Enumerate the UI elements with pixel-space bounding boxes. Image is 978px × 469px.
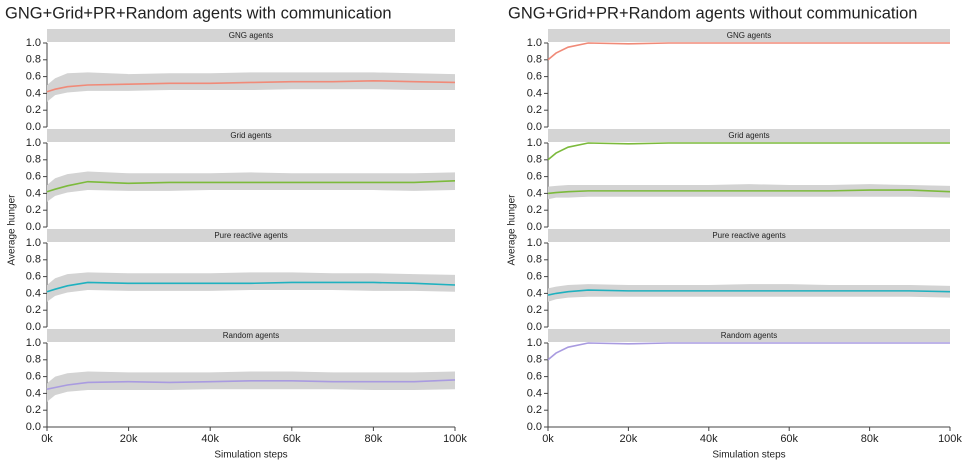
y-tick-label: 0.0 [26,221,41,233]
y-tick-label: 0.2 [26,104,41,116]
line [46,180,456,193]
x-tick-label: 60k [283,433,301,445]
y-tick-label: 1.0 [26,37,41,49]
y-tick-label: 1.0 [26,337,41,349]
x-tick-label: 80k [861,433,879,445]
x-tick-label: 20k [620,433,638,445]
y-tick-label: 0.0 [527,321,542,333]
band [47,72,455,102]
y-tick-label: 0.4 [26,387,41,399]
line [547,142,950,161]
facet-strip [47,229,455,242]
facet-label: Grid agents [728,131,769,140]
y-tick-label: 0.0 [527,121,542,133]
facet-strip [47,29,455,42]
y-tick-label: 0.2 [527,204,542,216]
y-tick-label: 0.4 [527,187,542,199]
y-tick-label: 0.6 [527,371,542,383]
facet-label: Grid agents [230,131,271,140]
x-tick-label: 40k [700,433,718,445]
facet-strip [47,129,455,142]
y-tick-label: 0.4 [26,187,41,199]
facet-label: Random agents [223,331,279,340]
y-tick-label: 0.4 [26,287,41,299]
chart-title: GNG+Grid+PR+Random agents with communica… [5,4,392,22]
band [548,284,950,302]
x-axis-label: Simulation steps [712,450,785,461]
y-tick-label: 0.0 [527,221,542,233]
y-tick-label: 1.0 [527,37,542,49]
y-tick-label: 0.6 [527,71,542,83]
y-tick-label: 0.4 [527,87,542,99]
facet-label: GNG agents [229,31,273,40]
y-tick-label: 0.2 [527,104,542,116]
y-tick-label: 0.2 [527,404,542,416]
y-tick-label: 0.8 [26,154,41,166]
line [547,342,950,361]
facet-strip [548,129,950,142]
x-tick-label: 20k [120,433,138,445]
facet-strip [548,229,950,242]
band [548,184,950,200]
facet-label: Pure reactive agents [214,231,287,240]
y-tick-label: 1.0 [527,337,542,349]
line [547,42,950,61]
x-tick-label: 100k [443,433,467,445]
y-tick-label: 0.0 [26,121,41,133]
facet-label: Random agents [721,331,777,340]
y-tick-label: 0.6 [527,271,542,283]
facet-strip [548,29,950,42]
band [47,371,455,402]
x-tick-label: 60k [780,433,798,445]
x-tick-label: 0k [542,433,554,445]
line [46,379,456,390]
y-tick-label: 0.0 [527,421,542,433]
line [46,281,456,293]
line [46,79,456,93]
x-tick-label: 80k [365,433,383,445]
y-tick-label: 0.4 [527,287,542,299]
y-tick-label: 0.8 [26,254,41,266]
y-tick-label: 0.8 [527,254,542,266]
x-tick-label: 100k [938,433,962,445]
y-tick-label: 0.4 [527,387,542,399]
line [547,289,951,296]
y-tick-label: 1.0 [26,137,41,149]
y-tick-label: 0.6 [26,371,41,383]
y-tick-label: 0.2 [26,404,41,416]
y-tick-label: 0.2 [26,304,41,316]
y-axis-label: Average hunger [7,194,18,266]
line [547,189,951,195]
chart-title: GNG+Grid+PR+Random agents without commun… [508,4,918,22]
y-tick-label: 0.8 [527,54,542,66]
y-tick-label: 0.6 [26,271,41,283]
y-tick-label: 1.0 [26,237,41,249]
y-tick-label: 0.8 [527,354,542,366]
y-tick-label: 0.8 [26,54,41,66]
x-tick-label: 40k [201,433,219,445]
x-axis-label: Simulation steps [214,450,287,461]
y-tick-label: 1.0 [527,237,542,249]
y-axis-label: Average hunger [507,194,518,266]
facet-strip [548,329,950,342]
y-tick-label: 0.2 [26,204,41,216]
band [47,171,455,202]
facet-label: Pure reactive agents [712,231,785,240]
y-tick-label: 0.2 [527,304,542,316]
y-tick-label: 0.8 [26,354,41,366]
y-tick-label: 0.4 [26,87,41,99]
y-tick-label: 0.0 [26,321,41,333]
y-tick-label: 0.8 [527,154,542,166]
facet-label: GNG agents [727,31,771,40]
x-tick-label: 0k [41,433,53,445]
y-tick-label: 0.6 [26,71,41,83]
y-tick-label: 0.6 [26,171,41,183]
y-tick-label: 0.6 [527,171,542,183]
y-tick-label: 0.0 [26,421,41,433]
facet-strip [47,329,455,342]
band [47,272,455,302]
y-tick-label: 1.0 [527,137,542,149]
